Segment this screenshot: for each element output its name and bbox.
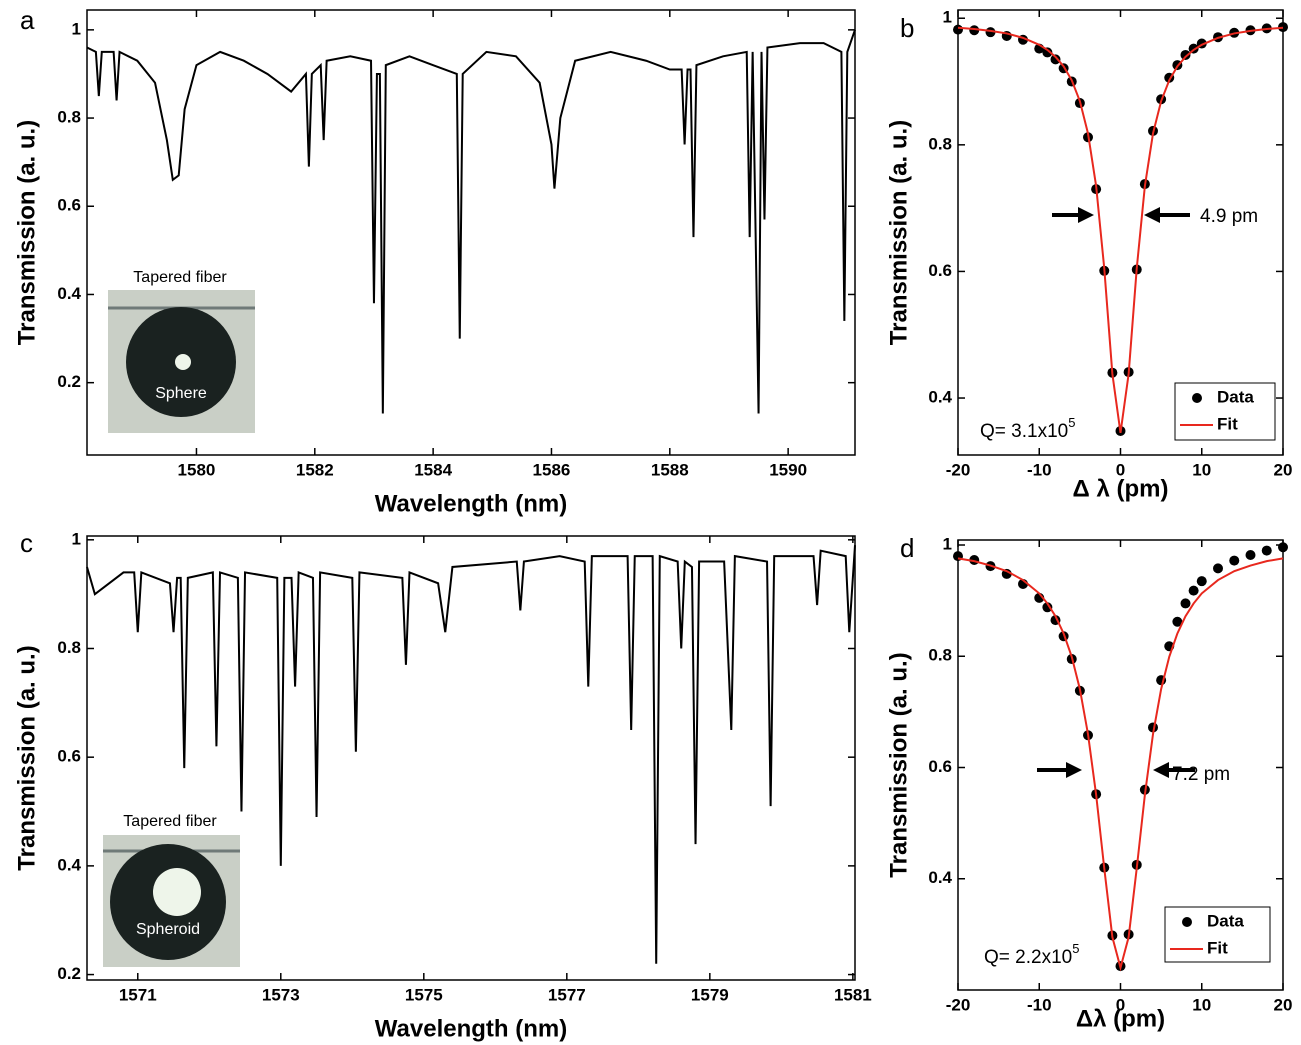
annotation: Q= 3.1x105 [980,415,1075,442]
y-tick-label: 0.6 [928,757,952,776]
x-tick-label: 1575 [405,985,443,1004]
x-tick-label: 20 [1274,995,1293,1014]
spectrum-line [86,29,856,414]
annotation-sup: 5 [1068,415,1075,430]
x-tick-label: -10 [1027,995,1052,1014]
legend-marker [1182,917,1192,927]
x-axis-label: Δλ (pm) [1076,1005,1165,1032]
annotation-sup: 5 [1072,941,1079,956]
data-point [1042,602,1053,613]
data-point [1245,550,1256,561]
x-axis-label: Wavelength (nm) [375,1015,567,1042]
data-point [953,24,963,35]
y-tick-label: 0.6 [57,747,81,766]
data-point [1180,598,1191,609]
y-tick-label: 0.6 [57,196,81,215]
arrow-head [1078,207,1094,223]
y-axis-label: Transmission (a. u.) [885,120,912,345]
legend-label: Data [1207,911,1244,930]
data-point [1172,616,1183,627]
fit-line [957,557,1284,972]
y-tick-label: 0.4 [928,388,952,407]
inset-title: Tapered fiber [133,269,227,286]
annotation: 7.2 pm [1172,764,1230,785]
y-tick-label: 0.2 [57,372,81,391]
legend-label: Fit [1207,938,1228,957]
data-point [1229,555,1240,566]
inset-label: Spheroid [136,921,200,938]
plot-frame [86,535,856,981]
y-tick-label: 0.8 [928,134,952,153]
x-tick-label: 1590 [769,460,807,479]
x-tick-label: 20 [1274,460,1293,479]
arrow-head [1153,762,1169,778]
data-point [1261,545,1272,556]
data-point [969,25,980,36]
x-tick-label: 1582 [296,460,334,479]
fit-line [957,26,1284,433]
arrow-head [1066,762,1082,778]
x-tick-label: -20 [946,460,971,479]
data-point [1050,54,1061,65]
x-tick-label: -10 [1027,460,1052,479]
x-tick-label: 1581 [834,985,872,1004]
y-tick-label: 0.4 [57,284,81,303]
y-tick-label: 0.4 [57,855,81,874]
legend-label: Fit [1217,414,1238,433]
inset-core [175,354,191,370]
y-tick-label: 1 [72,19,81,38]
x-tick-label: 1571 [119,985,157,1004]
panel-label: c [20,528,33,558]
data-point [1188,585,1199,596]
x-tick-label: 1573 [262,985,300,1004]
y-axis-label: Transmission (a. u.) [13,120,40,345]
panel-label: d [900,533,914,563]
x-tick-label: 1588 [651,460,689,479]
y-tick-label: 0.4 [928,868,952,887]
data-point [1278,22,1288,33]
y-tick-label: 1 [72,529,81,548]
y-tick-label: 0.2 [57,964,81,983]
legend-label: Data [1217,387,1254,406]
y-tick-label: 0.8 [928,646,952,665]
y-axis-label: Transmission (a. u.) [885,652,912,877]
x-tick-label: 1580 [178,460,216,479]
inset-title: Tapered fiber [123,813,217,830]
y-tick-label: 1 [943,8,952,27]
data-point [1042,47,1053,58]
plot-frame [86,9,856,456]
x-tick-label: 10 [1192,995,1211,1014]
annotation: Q= 2.2x105 [984,941,1079,968]
x-tick-label: -20 [946,995,971,1014]
inset-label: Sphere [155,385,207,402]
arrow-head [1144,207,1160,223]
x-tick-label: 1584 [414,460,452,479]
legend-box [1174,382,1276,441]
x-tick-label: 0 [1116,995,1125,1014]
spectrum-line [86,545,856,964]
legend-box [1164,906,1271,963]
x-tick-label: 0 [1116,460,1125,479]
data-point [1278,542,1288,553]
legend-marker [1192,393,1202,403]
x-tick-label: 1579 [691,985,729,1004]
data-point [1196,576,1207,587]
panel-label: a [20,5,35,35]
y-tick-label: 0.8 [57,638,81,657]
y-tick-label: 0.8 [57,108,81,127]
x-tick-label: 1577 [548,985,586,1004]
panel-label: b [900,13,914,43]
x-axis-label: Wavelength (nm) [375,490,567,517]
annotation: 4.9 pm [1200,206,1258,227]
y-tick-label: 1 [943,534,952,553]
y-axis-label: Transmission (a. u.) [13,645,40,870]
inset-core [153,868,201,916]
y-tick-label: 0.6 [928,261,952,280]
x-axis-label: Δ λ (pm) [1073,475,1169,502]
data-point [1213,563,1223,574]
x-tick-label: 1586 [533,460,571,479]
data-point [1180,49,1191,60]
x-tick-label: 10 [1192,460,1211,479]
